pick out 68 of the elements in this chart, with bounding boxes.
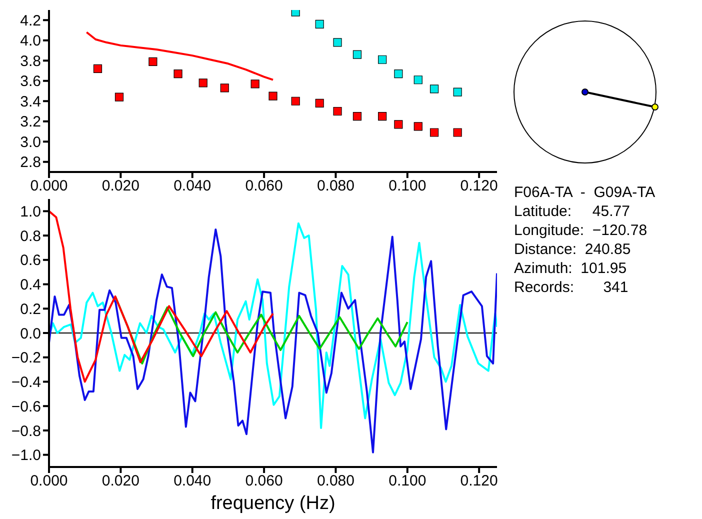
y-tick-label: 3.8	[20, 52, 41, 70]
y-tick-label: 0.2	[20, 300, 41, 318]
point	[333, 106, 342, 116]
x-tick-label: 0.000	[30, 472, 68, 490]
point	[394, 120, 403, 129]
text: Azimuth: 101.95	[514, 259, 628, 278]
point	[453, 128, 462, 137]
point	[352, 112, 362, 121]
y-tick-label: 4.2	[20, 12, 41, 30]
x-tick-label: 0.120	[460, 178, 498, 195]
point	[220, 84, 229, 92]
x-tick-label: 0.020	[102, 178, 140, 195]
point	[148, 57, 158, 66]
y-tick-label: 0.0	[20, 325, 41, 342]
point	[453, 88, 462, 96]
y-tick-label: −0.6	[11, 398, 41, 416]
point	[315, 20, 324, 28]
point	[394, 69, 403, 78]
point	[352, 50, 362, 59]
point	[268, 92, 278, 100]
y-tick-label: 2.8	[20, 154, 41, 172]
point	[430, 84, 439, 94]
line-series	[49, 210, 274, 383]
point	[93, 64, 102, 74]
point	[291, 96, 300, 106]
y-tick-label: −0.8	[11, 422, 41, 440]
y-tick-label: 0.8	[20, 228, 41, 245]
y-tick-label: −0.2	[11, 350, 41, 367]
point	[333, 38, 342, 47]
text: Latitude: 45.77	[514, 202, 631, 221]
x-tick-label: 0.100	[388, 178, 426, 195]
x-tick-label: 0.060	[245, 472, 283, 490]
text: Longitude: −120.78	[514, 221, 648, 240]
point	[430, 128, 439, 137]
text: Distance: 240.85	[514, 240, 632, 259]
y-tick-label: 0.4	[20, 276, 41, 294]
y-tick-label: −1.0	[11, 447, 41, 464]
y-tick-label: 1.0	[20, 204, 41, 221]
x-axis-title: frequency (Hz)	[210, 493, 336, 514]
line-series	[86, 31, 274, 81]
point	[174, 69, 182, 78]
y-tick-label: −0.4	[11, 374, 41, 392]
y-tick-label: 3.2	[20, 114, 41, 131]
x-tick-label: 0.120	[460, 472, 498, 490]
y-tick-label: 0.6	[20, 252, 41, 270]
point	[378, 55, 387, 64]
y-tick-label: 4.0	[20, 32, 41, 50]
y-tick-label: 3.4	[20, 93, 41, 110]
point	[250, 80, 260, 88]
text: Records: 341	[514, 278, 630, 297]
x-tick-label: 0.040	[174, 178, 212, 195]
text: F06A-TA - G09A-TA	[514, 183, 656, 202]
y-tick-label: 3.0	[20, 134, 41, 151]
point	[378, 112, 387, 121]
x-tick-label: 0.060	[245, 178, 283, 195]
x-tick-label: 0.100	[388, 472, 426, 490]
x-tick-label: 0.080	[316, 472, 354, 490]
x-tick-label: 0.020	[102, 472, 140, 490]
y-tick-label: 3.6	[20, 73, 41, 90]
point	[414, 122, 422, 131]
point	[114, 92, 124, 102]
x-tick-label: 0.080	[316, 178, 354, 195]
x-tick-label: 0.000	[30, 178, 68, 195]
point	[315, 98, 324, 108]
x-tick-label: 0.040	[174, 472, 212, 490]
point	[198, 78, 208, 88]
point	[291, 10, 300, 16]
point	[414, 76, 422, 84]
